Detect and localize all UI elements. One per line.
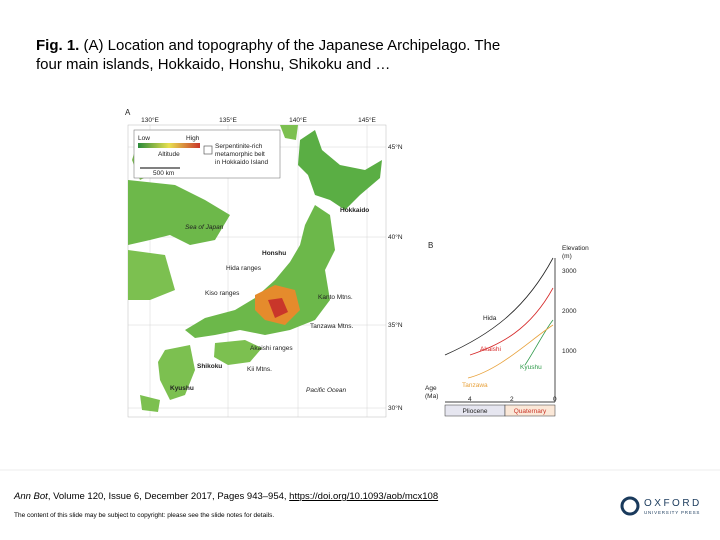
logo: OXFORD UNIVERSITY PRESS [620,496,702,516]
period: Pliocene [463,408,488,415]
legend-belt: Serpentinite-rich [215,143,263,150]
y-tick: 3000 [562,268,577,275]
place: Pacific Ocean [306,387,346,394]
panel-a: A 130°E 135°E 140°E 145°E 45°N 40°N 35°N… [125,108,403,418]
longitude: 140°E [289,116,307,124]
place: Shikoku [197,363,222,370]
period: Quaternary [514,408,547,415]
figure-label: Fig. 1. [36,37,80,54]
place: Honshu [262,250,286,257]
panel-label: B [428,241,433,250]
title: Fig. 1. (A) Location and topography of t… [36,36,516,74]
citation: Ann Bot, Volume 120, Issue 6, December 2… [14,491,438,502]
curve [469,287,554,356]
curve [444,257,554,356]
longitude: 130°E [141,116,159,124]
doi-link[interactable]: https://doi.org/10.1093/aob/mcx108 [289,491,439,502]
longitude-labels: 130°E 135°E 140°E 145°E [141,116,376,124]
citation-details: , Volume 120, Issue 6, December 2017, Pa… [47,491,290,502]
journal: Ann Bot [14,491,48,502]
panel-b: B Elevation (m) 3000 2000 1000 Hida Akai… [425,241,589,417]
latitude: 40°N [388,233,403,241]
panel-label: A [125,108,131,117]
latitude: 30°N [388,404,403,412]
logo-name: OXFORD [644,498,702,509]
place: Kyushu [170,385,194,392]
curve [467,324,554,379]
series-label: Akaishi [480,346,501,353]
place-labels: Hokkaido Sea of Japan Honshu Hida ranges… [170,207,369,394]
figure-caption: (A) Location and topography of the Japan… [36,37,501,73]
x-title: (Ma) [425,393,438,400]
series-label: Hida [483,315,497,322]
logo-sub: UNIVERSITY PRESS [644,510,700,515]
series-label: Kyushu [520,364,542,371]
legend-high: High [186,135,200,142]
scale-bar: 500 km [153,170,174,177]
longitude: 135°E [219,116,237,124]
longitude: 145°E [358,116,376,124]
place: Kii Mtns. [247,366,272,373]
y-tick: 2000 [562,308,577,315]
legend: Low High Altitude Serpentinite-rich meta… [133,129,281,179]
logo-mark [620,496,640,516]
altitude-scale [138,143,200,148]
latitude: 35°N [388,321,403,329]
latitude: 45°N [388,143,403,151]
x-tick: 0 [553,396,557,403]
y-title: (m) [562,253,572,260]
place: Hida ranges [226,265,262,272]
legend-belt: in Hokkaido Island [215,159,268,166]
x-tick: 4 [468,396,472,403]
y-tick: 1000 [562,348,577,355]
legend-altitude: Altitude [158,151,180,158]
legend-belt: metamorphic belt [215,151,265,158]
legend-low: Low [138,135,150,142]
x-title: Age [425,385,437,392]
place: Hokkaido [340,207,369,214]
place: Kanto Mtns. [318,294,353,301]
place: Sea of Japan [185,224,224,231]
x-tick: 2 [510,396,514,403]
place: Tanzawa Mtns. [310,323,354,330]
place: Akaishi ranges [250,345,293,352]
y-title: Elevation [562,245,589,252]
copyright: The content of this slide may be subject… [14,512,275,519]
series-label: Tanzawa [462,382,488,389]
place: Kiso ranges [205,290,240,297]
curve [524,319,554,366]
